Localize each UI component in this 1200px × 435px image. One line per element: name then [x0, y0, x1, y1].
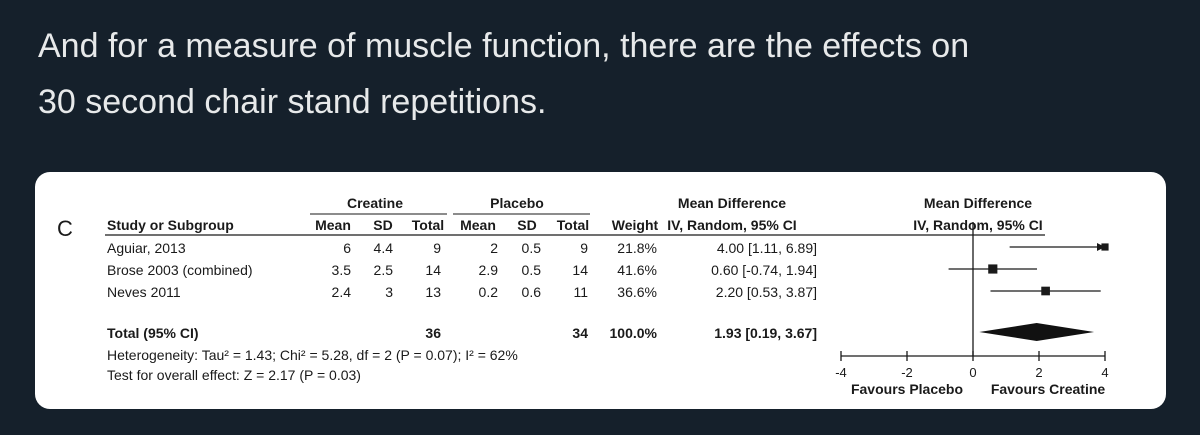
tweet-text-line-2: 30 second chair stand repetitions.	[38, 83, 547, 121]
total-row: Total (95% CI) 36 34 100.0% 1.93 [0.19, …	[107, 325, 817, 341]
mean2: 2.9	[479, 262, 499, 278]
total-ci: 1.93 [0.19, 3.67]	[714, 325, 817, 341]
sd1: 4.4	[374, 240, 394, 256]
weight: 41.6%	[617, 262, 657, 278]
col-sd2: SD	[517, 217, 536, 233]
total2: 9	[580, 240, 588, 256]
md-ci: 2.20 [0.53, 3.87]	[716, 284, 817, 300]
md-ci: 0.60 [-0.74, 1.94]	[711, 262, 817, 278]
total2: 34	[572, 325, 588, 341]
heterogeneity-text: Heterogeneity: Tau² = 1.43; Chi² = 5.28,…	[107, 347, 518, 363]
overall-effect-text: Test for overall effect: Z = 2.17 (P = 0…	[107, 367, 361, 383]
plot-header: Mean Difference	[924, 195, 1032, 211]
sd2: 0.5	[522, 262, 542, 278]
weight: 21.8%	[617, 240, 657, 256]
col-weight: Weight	[612, 217, 659, 233]
study-marker	[1101, 243, 1109, 251]
mean2: 0.2	[479, 284, 499, 300]
total2: 14	[572, 262, 588, 278]
tweet-text-line-1: And for a measure of muscle function, th…	[38, 27, 970, 65]
mean1: 6	[343, 240, 351, 256]
ci-arrow	[1097, 243, 1105, 251]
total2: 11	[573, 284, 588, 300]
study-marker	[988, 264, 998, 274]
x-tick-label: 4	[1101, 365, 1108, 380]
study-name: Aguiar, 2013	[107, 240, 186, 256]
total-weight: 100.0%	[610, 325, 658, 341]
x-tick-label: 2	[1035, 365, 1042, 380]
total1: 36	[425, 325, 441, 341]
favours-left-label: Favours Placebo	[851, 381, 963, 397]
forest-plot-area: -4 -2 0 2 4	[835, 222, 1109, 380]
group2-header: Placebo	[490, 195, 544, 211]
col-mean1: Mean	[315, 217, 351, 233]
col-total2: Total	[557, 217, 589, 233]
md-subheader: IV, Random, 95% CI	[667, 217, 796, 233]
col-study: Study or Subgroup	[107, 217, 234, 233]
total-label: Total (95% CI)	[107, 325, 199, 341]
total1: 14	[425, 262, 441, 278]
group1-header: Creatine	[347, 195, 403, 211]
study-row: Brose 2003 (combined) 3.5 2.5 14 2.9 0.5…	[107, 262, 817, 278]
forest-plot: C Creatine Placebo Mean Difference Mean …	[57, 195, 1109, 397]
md-header: Mean Difference	[678, 195, 786, 211]
col-mean2: Mean	[460, 217, 496, 233]
mean1: 2.4	[332, 284, 352, 300]
study-name: Neves 2011	[107, 284, 181, 300]
weight: 36.6%	[617, 284, 657, 300]
study-row: Neves 2011 2.4 3 13 0.2 0.6 11 36.6% 2.2…	[107, 284, 817, 300]
pooled-diamond	[979, 323, 1095, 341]
total1: 13	[425, 284, 441, 300]
favours-right-label: Favours Creatine	[991, 381, 1106, 397]
panel-label: C	[57, 216, 73, 241]
x-tick-label: -4	[835, 365, 847, 380]
col-sd1: SD	[373, 217, 392, 233]
study-marker	[1041, 286, 1050, 296]
md-ci: 4.00 [1.11, 6.89]	[717, 240, 817, 256]
col-total1: Total	[412, 217, 444, 233]
plot-subheader: IV, Random, 95% CI	[913, 217, 1042, 233]
mean1: 3.5	[332, 262, 352, 278]
mean2: 2	[490, 240, 498, 256]
total1: 9	[433, 240, 441, 256]
x-tick-label: -2	[901, 365, 913, 380]
tweet-media-image[interactable]: C Creatine Placebo Mean Difference Mean …	[35, 172, 1166, 409]
sd1: 2.5	[374, 262, 394, 278]
x-tick-label: 0	[969, 365, 976, 380]
sd2: 0.5	[522, 240, 542, 256]
sd1: 3	[385, 284, 393, 300]
study-row: Aguiar, 2013 6 4.4 9 2 0.5 9 21.8% 4.00 …	[107, 240, 817, 256]
study-name: Brose 2003 (combined)	[107, 262, 253, 278]
sd2: 0.6	[522, 284, 542, 300]
tweet-text: And for a measure of muscle function, th…	[38, 18, 1168, 130]
